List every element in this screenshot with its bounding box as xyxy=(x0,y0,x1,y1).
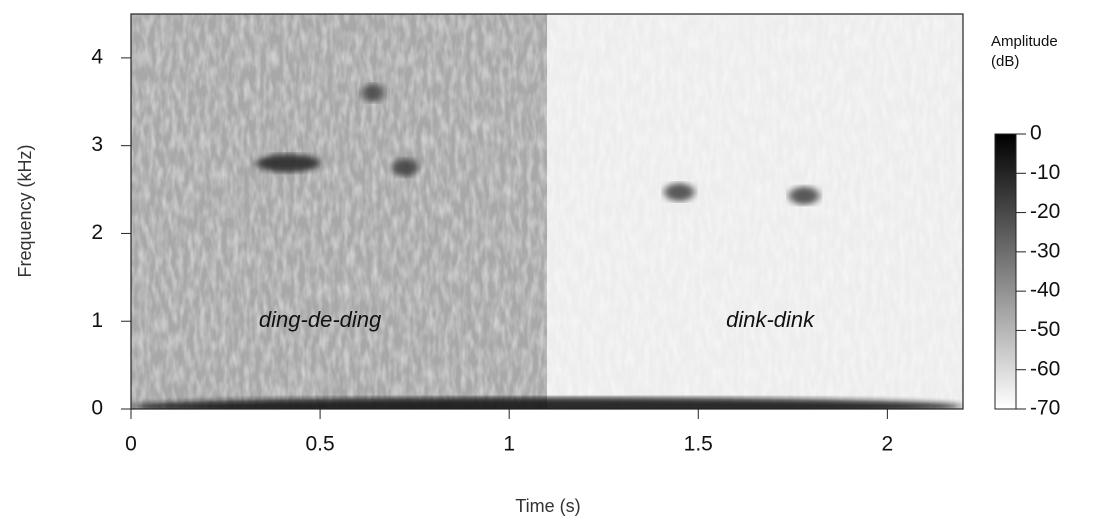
call-feature xyxy=(255,154,321,173)
call-feature xyxy=(391,158,419,177)
x-tick-label: 1 xyxy=(503,433,515,456)
y-tick-label: 2 xyxy=(91,221,103,244)
y-tick-label: 3 xyxy=(91,133,103,156)
plot-frame xyxy=(130,13,964,410)
y-axis-label: Frequency (kHz) xyxy=(15,144,35,277)
colorbar-tick-label: -60 xyxy=(1030,357,1060,380)
x-tick-label: 0.5 xyxy=(305,433,334,456)
colorbar-title: Amplitude xyxy=(991,33,1058,50)
y-tick-label: 1 xyxy=(91,309,103,332)
colorbar-tick-label: -20 xyxy=(1030,200,1060,223)
colorbar-tick-label: -30 xyxy=(1030,239,1060,262)
colorbar-tick-label: 0 xyxy=(1030,122,1042,145)
annotation: ding-de-ding xyxy=(259,307,382,332)
y-tick-label: 4 xyxy=(91,45,103,68)
noise-texture xyxy=(547,14,963,409)
colorbar-tick-label: -40 xyxy=(1030,279,1060,302)
annotation: dink-dink xyxy=(726,307,815,332)
plot-area xyxy=(131,14,963,409)
x-tick-label: 0 xyxy=(125,433,137,456)
colorbar-tick-label: -10 xyxy=(1030,161,1060,184)
x-tick-label: 1.5 xyxy=(684,433,713,456)
x-tick-label: 2 xyxy=(882,433,894,456)
call-feature xyxy=(361,84,385,102)
x-axis-label: Time (s) xyxy=(515,496,580,516)
colorbar-title: (dB) xyxy=(991,53,1019,70)
call-feature xyxy=(131,397,963,409)
colorbar-tick-label: -50 xyxy=(1030,318,1060,341)
y-tick-label: 0 xyxy=(91,397,103,420)
colorbar xyxy=(994,133,1017,410)
noise-texture xyxy=(131,14,547,409)
call-feature xyxy=(789,186,820,205)
call-feature xyxy=(664,183,695,202)
colorbar-tick-label: -70 xyxy=(1030,397,1060,420)
